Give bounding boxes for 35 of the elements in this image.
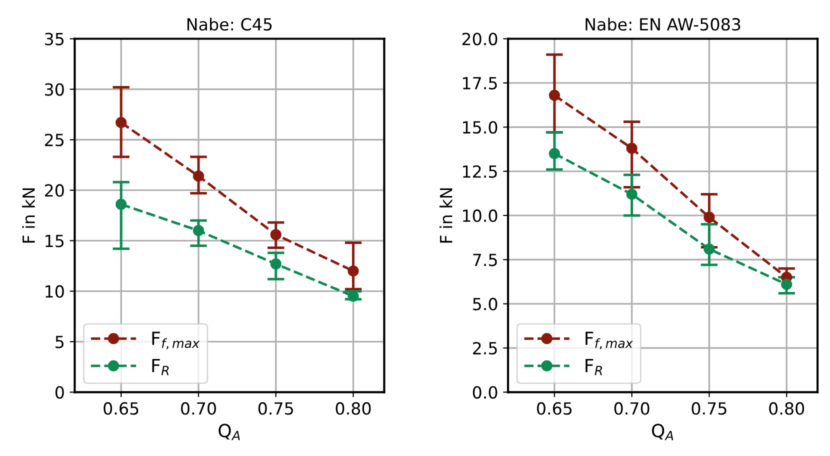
y-tick-label: 12.5 (463, 165, 497, 178)
y-tick-label: 7.5 (473, 254, 497, 266)
legend-label: F$_{f,max}$ (152, 332, 200, 350)
x-tick-label: 0.80 (336, 402, 371, 415)
x-tick-label: 0.65 (104, 402, 138, 415)
y-tick-label: 5.0 (473, 298, 498, 310)
y-tick-label: 2.5 (473, 342, 497, 355)
x-tick-label: 0.80 (769, 402, 804, 415)
y-tick-label: 30 (45, 83, 64, 96)
x-tick-label: 0.75 (692, 402, 726, 415)
x-tick-label: 0.70 (181, 402, 216, 415)
x-axis-title: Q$_{A}$ (218, 424, 240, 440)
x-tick-label: 0.75 (258, 402, 293, 415)
legend-label: F$_{R}$ (586, 358, 602, 376)
y-tick-label: 0.0 (472, 386, 498, 399)
y-tick-label: 5 (56, 336, 64, 348)
y-tick-label: 20.0 (462, 32, 498, 46)
y-axis-title: F in kN (22, 188, 35, 243)
y-tick-label: 10 (46, 285, 64, 298)
legend-label: F$_{R}$ (152, 358, 169, 376)
y-tick-label: 15.0 (463, 121, 498, 134)
y-tick-label: 17.5 (463, 77, 497, 90)
y-tick-label: 20 (44, 184, 64, 197)
chart-title: Nabe: C45 (187, 18, 272, 31)
y-tick-label: 35 (45, 32, 64, 46)
y-tick-label: 0 (55, 386, 64, 399)
y-tick-label: 10.0 (463, 209, 498, 222)
x-tick-label: 0.70 (614, 402, 650, 415)
legend-label: F$_{f,max}$ (586, 332, 633, 350)
chart-title: Nabe: EN AW-5083 (586, 18, 740, 31)
x-axis-title: Q$_{A}$ (652, 424, 674, 440)
x-tick-label: 0.65 (537, 402, 572, 415)
y-axis-title: F in kN (440, 188, 452, 243)
y-tick-label: 15 (46, 234, 64, 248)
y-tick-label: 25 (44, 134, 64, 146)
